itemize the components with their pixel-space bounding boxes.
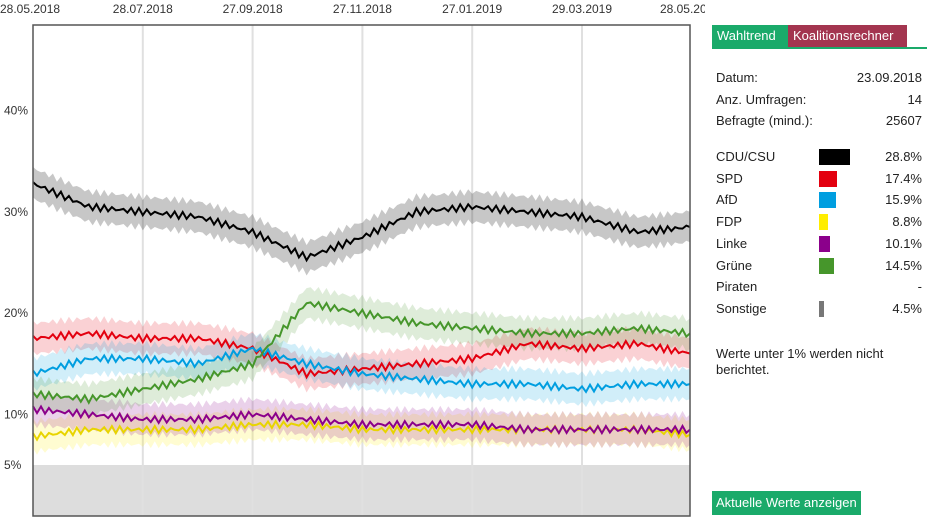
party-name: Linke bbox=[716, 235, 748, 251]
party-row: SPD 17.4% bbox=[716, 168, 922, 190]
party-value: 10.1% bbox=[885, 235, 922, 251]
series-line bbox=[32, 418, 691, 442]
info-label: Befragte (mind.): bbox=[716, 113, 813, 128]
party-name: Grüne bbox=[716, 257, 753, 273]
info-value: 25607 bbox=[885, 113, 922, 128]
series-line bbox=[32, 346, 691, 394]
y-tick-label: 10% bbox=[4, 407, 28, 421]
info-row-umfragen: Anz. Umfragen: 14 bbox=[716, 90, 922, 110]
poll-trend-chart[interactable]: 28.05.2018 28.07.2018 27.09.2018 27.11.2018… bbox=[0, 0, 705, 520]
party-share-bar bbox=[819, 257, 835, 274]
tab-underline bbox=[712, 47, 927, 49]
party-name: AfD bbox=[716, 192, 738, 208]
party-share-bar bbox=[819, 214, 829, 231]
confidence-band bbox=[33, 287, 690, 418]
y-tick-label: 5% bbox=[4, 458, 22, 472]
party-value: 17.4% bbox=[885, 170, 922, 186]
party-value: 8.8% bbox=[892, 214, 922, 230]
threshold-note: Werte unter 1% werden nicht berichtet. bbox=[716, 346, 884, 377]
party-value: 14.5% bbox=[885, 257, 922, 273]
info-value: 23.09.2018 bbox=[856, 70, 922, 85]
info-row-befragte: Befragte (mind.): 25607 bbox=[716, 111, 922, 131]
confidence-band bbox=[33, 391, 690, 449]
info-label: Anz. Umfragen: bbox=[716, 92, 807, 107]
party-row: Sonstige 4.5% bbox=[716, 298, 922, 320]
show-current-values-button[interactable]: Aktuelle Werte anzeigen bbox=[712, 491, 861, 515]
y-tick-label: 30% bbox=[4, 205, 28, 219]
party-row: AfD 15.9% bbox=[716, 189, 922, 211]
x-tick-label: 28.07.2018 bbox=[113, 2, 173, 16]
x-tick-label: 27.11.2018 bbox=[333, 2, 392, 16]
y-tick-label: 20% bbox=[4, 306, 28, 320]
tab-wahltrend[interactable]: Wahltrend bbox=[712, 25, 794, 47]
party-row: CDU/CSU 28.8% bbox=[716, 146, 922, 168]
party-share-bar bbox=[819, 149, 850, 165]
x-tick-label: 27.09.2018 bbox=[223, 2, 283, 16]
party-name: Sonstige bbox=[716, 300, 767, 316]
tab-koalitionsrechner[interactable]: Koalitionsrechner bbox=[788, 25, 907, 47]
party-name: CDU/CSU bbox=[716, 149, 776, 164]
x-tick-label: 27.01.2019 bbox=[442, 2, 502, 16]
party-name: FDP bbox=[716, 214, 742, 230]
party-row: Grüne 14.5% bbox=[716, 255, 922, 277]
party-value: - bbox=[917, 279, 922, 295]
party-row: Linke 10.1% bbox=[716, 233, 922, 255]
series-line bbox=[32, 404, 691, 436]
party-share-bar bbox=[819, 192, 836, 209]
party-value: 15.9% bbox=[885, 192, 922, 208]
party-name: Piraten bbox=[716, 279, 758, 295]
info-label: Datum: bbox=[716, 70, 758, 85]
party-row: Piraten - bbox=[716, 276, 922, 298]
series-line bbox=[32, 329, 691, 380]
party-share-bar bbox=[819, 170, 838, 187]
party-row: FDP 8.8% bbox=[716, 211, 922, 233]
party-share-bar bbox=[819, 235, 830, 252]
x-tick-label: 28.05.2018 bbox=[0, 2, 60, 16]
x-tick-label: 29.03.2019 bbox=[552, 2, 612, 16]
party-value: 28.8% bbox=[885, 149, 922, 164]
series-line bbox=[32, 300, 691, 405]
info-row-datum: Datum: 23.09.2018 bbox=[716, 68, 922, 88]
plot-border bbox=[32, 24, 691, 517]
party-name: SPD bbox=[716, 170, 743, 186]
confidence-band bbox=[33, 166, 690, 276]
x-tick-label: 28.05.2019 bbox=[660, 2, 705, 16]
y-tick-label: 40% bbox=[4, 104, 28, 118]
party-share-bar bbox=[819, 300, 824, 317]
info-value: 14 bbox=[907, 92, 922, 107]
series-line bbox=[32, 181, 691, 263]
party-value: 4.5% bbox=[892, 300, 922, 316]
